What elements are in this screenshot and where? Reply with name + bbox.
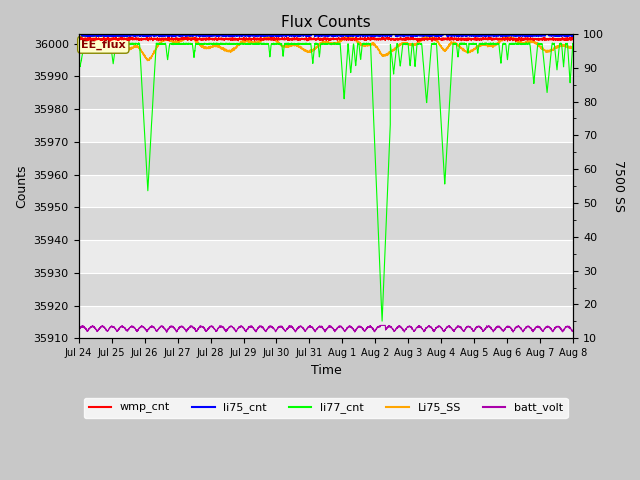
Bar (79, 273, 573, 306)
Bar (79, 306, 573, 338)
Bar (79, 44, 573, 76)
Bar (79, 175, 573, 207)
X-axis label: Time: Time (310, 363, 341, 376)
Bar (79, 142, 573, 175)
Bar (79, 207, 573, 240)
Y-axis label: 7500 SS: 7500 SS (612, 160, 625, 212)
Y-axis label: Counts: Counts (15, 164, 28, 208)
Bar (79, 109, 573, 142)
Legend: wmp_cnt, li75_cnt, li77_cnt, Li75_SS, batt_volt: wmp_cnt, li75_cnt, li77_cnt, Li75_SS, ba… (84, 398, 568, 418)
Bar (79, 76, 573, 109)
Text: EE_flux: EE_flux (81, 40, 125, 50)
Bar (79, 240, 573, 273)
Title: Flux Counts: Flux Counts (281, 15, 371, 30)
